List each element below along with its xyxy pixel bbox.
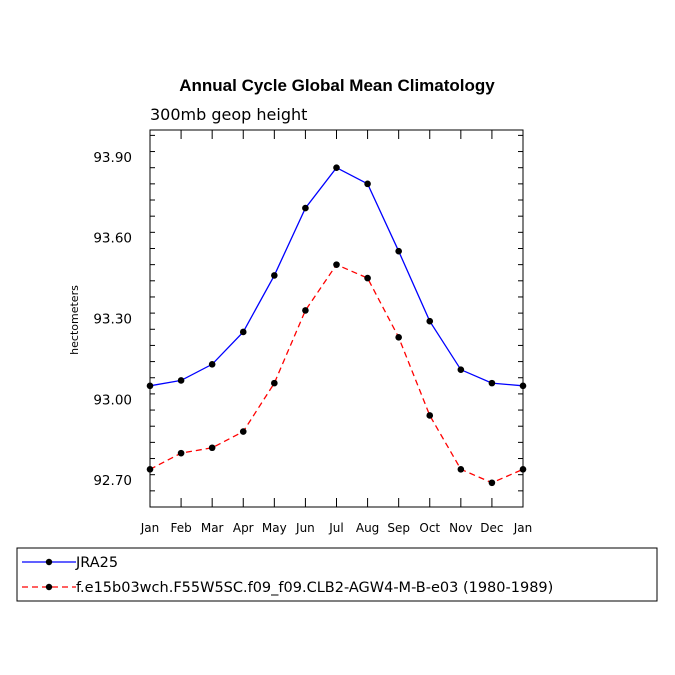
y-tick-label: 93.60 bbox=[93, 231, 132, 247]
x-tick-label: Oct bbox=[419, 521, 440, 535]
x-tick-label: Apr bbox=[233, 521, 254, 535]
legend: JRA25 f.e15b03wch.F55W5SC.f09_f09.CLB2-A… bbox=[16, 547, 658, 602]
y-tick-label: 93.30 bbox=[93, 312, 132, 328]
data-point-series-0 bbox=[519, 382, 527, 390]
legend-marker-model bbox=[45, 583, 53, 591]
data-point-series-1 bbox=[395, 334, 402, 341]
y-axis-label: hectometers bbox=[68, 285, 81, 355]
data-point-series-1 bbox=[333, 261, 340, 268]
series-points bbox=[146, 164, 527, 487]
data-point-series-1 bbox=[177, 449, 185, 457]
data-point-series-0 bbox=[302, 204, 309, 212]
x-tick-label: Jun bbox=[295, 521, 315, 535]
x-tick-label: Aug bbox=[356, 521, 379, 535]
data-point-series-0 bbox=[457, 366, 465, 373]
x-tick-label: Jul bbox=[328, 521, 343, 535]
legend-marker-jra25 bbox=[45, 558, 53, 566]
x-tick-label: Nov bbox=[449, 521, 472, 535]
data-point-series-0 bbox=[239, 328, 247, 336]
data-point-series-0 bbox=[364, 180, 371, 188]
y-tick-label: 93.90 bbox=[93, 150, 132, 166]
data-point-series-1 bbox=[426, 412, 434, 419]
data-point-series-1 bbox=[239, 428, 247, 435]
y-tick-label: 93.00 bbox=[93, 392, 132, 408]
x-axis-tick-labels: Jan Feb Mar Apr May Jun Jul Aug Sep Oct Nov Dec Jan bbox=[140, 521, 533, 535]
data-point-series-0 bbox=[177, 377, 185, 384]
y-axis-ticks bbox=[150, 134, 523, 508]
series-lines bbox=[149, 166, 524, 484]
chart-subtitle: 300mb geop height bbox=[150, 105, 307, 124]
x-axis-ticks bbox=[149, 130, 524, 507]
data-point-series-0 bbox=[426, 317, 434, 325]
x-tick-label: Dec bbox=[480, 521, 503, 535]
data-point-series-1 bbox=[208, 444, 216, 452]
x-tick-label: Jan bbox=[513, 521, 533, 535]
data-point-series-1 bbox=[457, 466, 465, 473]
legend-label-jra25: JRA25 bbox=[75, 555, 118, 571]
data-point-series-0 bbox=[271, 272, 278, 279]
series-line-1 bbox=[149, 263, 524, 484]
data-point-series-1 bbox=[364, 274, 371, 282]
y-tick-label: 92.70 bbox=[93, 473, 132, 489]
data-point-series-0 bbox=[395, 247, 402, 255]
plot-frame bbox=[149, 129, 524, 508]
chart-title: Annual Cycle Global Mean Climatology bbox=[179, 76, 495, 95]
legend-label-model: f.e15b03wch.F55W5SC.f09_f09.CLB2-AGW4-M-… bbox=[76, 580, 553, 596]
x-tick-label: Mar bbox=[201, 521, 224, 535]
x-tick-label: Feb bbox=[170, 521, 191, 535]
data-point-series-1 bbox=[488, 479, 496, 487]
x-tick-label: May bbox=[262, 521, 287, 535]
legend-box bbox=[16, 547, 658, 602]
data-point-series-1 bbox=[146, 466, 154, 473]
data-point-series-0 bbox=[146, 382, 154, 390]
x-tick-label: Jan bbox=[140, 521, 160, 535]
data-point-series-1 bbox=[271, 379, 278, 387]
data-point-series-0 bbox=[488, 379, 496, 387]
data-point-series-0 bbox=[333, 164, 340, 171]
data-point-series-1 bbox=[302, 307, 309, 314]
data-point-series-1 bbox=[519, 466, 527, 473]
y-axis-tick-labels: 92.70 93.00 93.30 93.60 93.90 bbox=[93, 150, 132, 489]
series-line-0 bbox=[149, 166, 524, 387]
data-point-series-0 bbox=[208, 360, 216, 368]
x-tick-label: Sep bbox=[387, 521, 410, 535]
